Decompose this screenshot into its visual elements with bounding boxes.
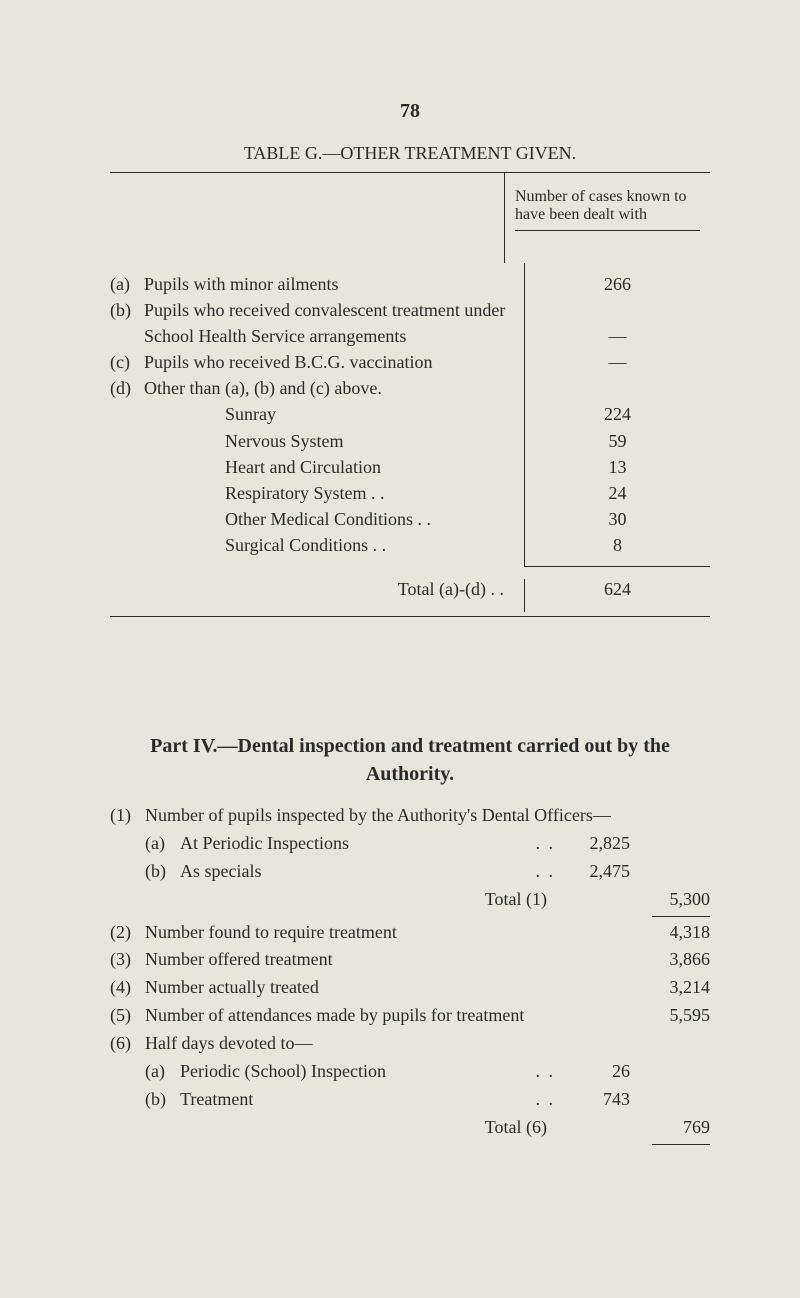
table-g-title: TABLE G.—OTHER TREATMENT GIVEN.	[110, 143, 710, 164]
page-container: 78 TABLE G.—OTHER TREATMENT GIVEN. Numbe…	[0, 0, 800, 1207]
column-header-text: Number of cases known to have been dealt…	[515, 188, 687, 223]
sub-row-value: 24	[525, 480, 710, 506]
sub-text: At Periodic Inspections	[180, 830, 536, 858]
row-value: —	[525, 323, 710, 349]
list-item: (1) Number of pupils inspected by the Au…	[110, 802, 710, 830]
total-row: Total (a)-(d) . . 624	[110, 567, 710, 612]
sub-value: 743	[555, 1086, 630, 1114]
table-body: (a) Pupils with minor ailments (b) Pupil…	[110, 263, 710, 566]
sub-marker: (a)	[145, 1058, 180, 1086]
sub-text: Periodic (School) Inspection	[180, 1058, 536, 1086]
sub-marker: (b)	[145, 858, 180, 886]
list-item: (2) Number found to require treatment 4,…	[110, 919, 710, 947]
total-value: 5,300	[630, 886, 710, 914]
item-marker: (2)	[110, 919, 145, 947]
sub-marker: (b)	[145, 1086, 180, 1114]
rule	[110, 616, 710, 617]
sub-row-value: 13	[525, 454, 710, 480]
row-value: —	[525, 349, 710, 375]
item-value: 3,866	[630, 946, 710, 974]
sub-item: (b) As specials . . 2,475	[110, 858, 710, 886]
item-marker: (1)	[110, 802, 145, 830]
item-text: Number of attendances made by pupils for…	[145, 1002, 630, 1030]
sub-row-text: Sunray	[110, 401, 512, 427]
sub-row-value: 59	[525, 428, 710, 454]
item-marker: (3)	[110, 946, 145, 974]
item-text: Half days devoted to—	[145, 1030, 710, 1058]
row-text: Pupils who received convalescent treatme…	[144, 297, 512, 349]
total-line: Total (1) 5,300	[110, 886, 710, 914]
sub-item: (b) Treatment . . 743	[110, 1086, 710, 1114]
sub-row-text: Nervous System	[110, 428, 512, 454]
sub-row-text: Surgical Conditions . .	[110, 532, 512, 558]
item-marker: (4)	[110, 974, 145, 1002]
item-value: 4,318	[630, 919, 710, 947]
total-label: Total (a)-(d) . .	[110, 579, 525, 612]
sub-row-value: 8	[525, 532, 710, 558]
dots: . .	[536, 1058, 556, 1086]
sub-text: Treatment	[180, 1086, 536, 1114]
row-marker: (b)	[110, 297, 144, 323]
table-body-right: 266 — — 224 59 13 24 30 8	[525, 263, 710, 566]
row-text: Pupils who received B.C.G. vaccination	[144, 349, 512, 375]
row-value	[525, 375, 710, 401]
sub-row-text: Respiratory System . .	[110, 480, 512, 506]
sub-value: 2,475	[555, 858, 630, 886]
list-item: (6) Half days devoted to—	[110, 1030, 710, 1058]
sub-row-text: Other Medical Conditions . .	[110, 506, 512, 532]
item-value: 3,214	[630, 974, 710, 1002]
header-left-blank	[110, 173, 505, 263]
list-item: (4) Number actually treated 3,214	[110, 974, 710, 1002]
item-text: Number found to require treatment	[145, 919, 630, 947]
item-text: Number of pupils inspected by the Author…	[145, 802, 710, 830]
row-marker: (d)	[110, 375, 144, 401]
sub-value: 2,825	[555, 830, 630, 858]
part-iv-list: (1) Number of pupils inspected by the Au…	[110, 802, 710, 1147]
sub-marker: (a)	[145, 830, 180, 858]
small-rule	[652, 1144, 710, 1145]
table-row: (a) Pupils with minor ailments	[110, 271, 512, 297]
row-marker: (c)	[110, 349, 144, 375]
item-text: Number actually treated	[145, 974, 630, 1002]
table-row: (d) Other than (a), (b) and (c) above.	[110, 375, 512, 401]
total-label: Total (1)	[110, 886, 555, 914]
sub-row-text: Heart and Circulation	[110, 454, 512, 480]
list-item: (5) Number of attendances made by pupils…	[110, 1002, 710, 1030]
row-marker: (a)	[110, 271, 144, 297]
table-header-row: Number of cases known to have been dealt…	[110, 173, 710, 263]
dots: . .	[536, 1086, 556, 1114]
small-rule	[652, 916, 710, 917]
item-marker: (6)	[110, 1030, 145, 1058]
table-row: (c) Pupils who received B.C.G. vaccinati…	[110, 349, 512, 375]
sub-item: (a) At Periodic Inspections . . 2,825	[110, 830, 710, 858]
row-text: Pupils with minor ailments	[144, 271, 512, 297]
table-row: (b) Pupils who received convalescent tre…	[110, 297, 512, 349]
list-item: (3) Number offered treatment 3,866	[110, 946, 710, 974]
dots: . .	[536, 830, 556, 858]
sub-value: 26	[555, 1058, 630, 1086]
item-text: Number offered treatment	[145, 946, 630, 974]
sub-row-value: 224	[525, 401, 710, 427]
rule-line	[110, 1142, 710, 1147]
dots: . .	[536, 858, 556, 886]
table-body-left: (a) Pupils with minor ailments (b) Pupil…	[110, 263, 525, 566]
total-value: 769	[630, 1114, 710, 1142]
table-g: Number of cases known to have been dealt…	[110, 173, 710, 612]
item-marker: (5)	[110, 1002, 145, 1030]
part-iv-title: Part IV.—Dental inspection and treatment…	[110, 732, 710, 788]
rule-cell	[630, 1142, 710, 1147]
page-number: 78	[110, 100, 710, 123]
column-header: Number of cases known to have been dealt…	[505, 173, 710, 263]
item-value: 5,595	[630, 1002, 710, 1030]
total-label: Total (6)	[110, 1114, 555, 1142]
total-line: Total (6) 769	[110, 1114, 710, 1142]
header-underline	[515, 230, 700, 231]
row-text: Other than (a), (b) and (c) above.	[144, 375, 512, 401]
sub-text: As specials	[180, 858, 536, 886]
total-value: 624	[525, 579, 710, 612]
row-value: 266	[525, 271, 710, 297]
row-value	[525, 297, 710, 323]
sub-item: (a) Periodic (School) Inspection . . 26	[110, 1058, 710, 1086]
sub-row-value: 30	[525, 506, 710, 532]
